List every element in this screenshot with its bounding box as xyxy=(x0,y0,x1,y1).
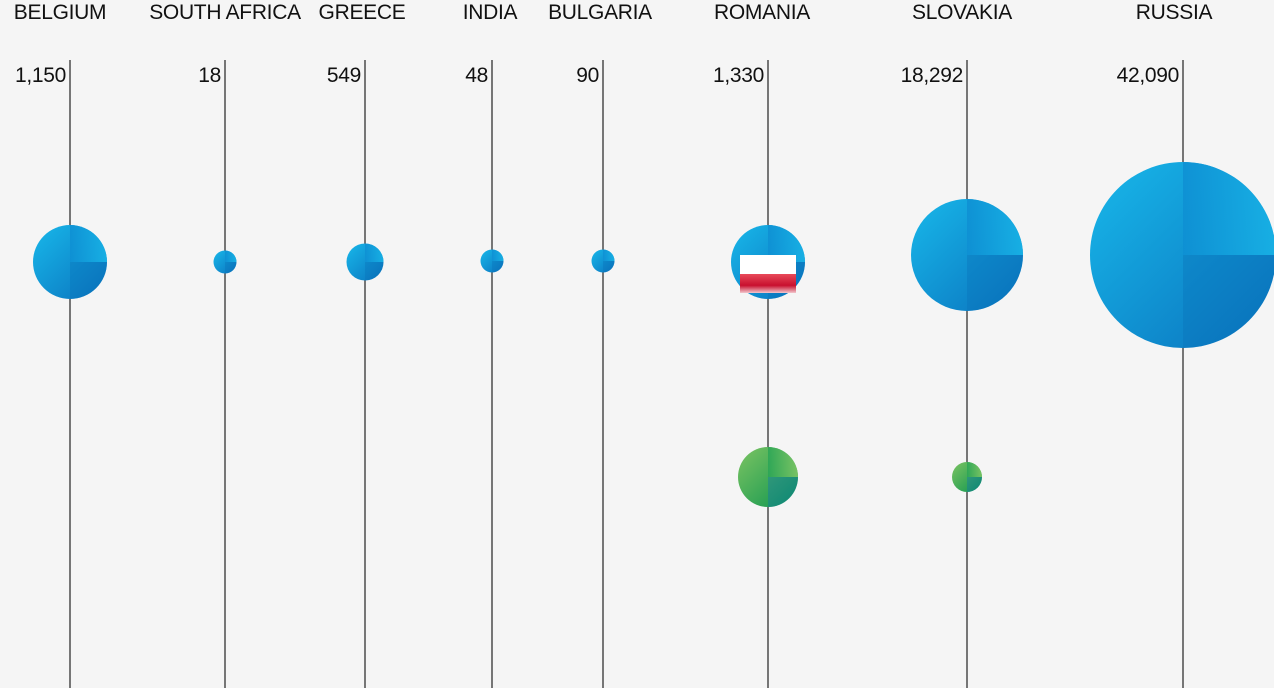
blue-bubble xyxy=(213,250,237,274)
country-name-label: SOUTH AFRICA xyxy=(149,1,301,24)
country-value-label: 1,150 xyxy=(15,64,66,87)
flag-white-band xyxy=(740,255,796,274)
country-value-label: 18,292 xyxy=(901,64,963,87)
flag-red-band xyxy=(740,274,796,293)
blue-bubble xyxy=(480,249,504,273)
country-name-label: INDIA xyxy=(463,1,518,24)
country-name-label: BELGIUM xyxy=(14,1,106,24)
country-name-label: GREECE xyxy=(319,1,406,24)
country-name-label: BULGARIA xyxy=(548,1,652,24)
blue-bubble xyxy=(346,243,384,281)
country-name-label: RUSSIA xyxy=(1136,1,1213,24)
country-value-label: 18 xyxy=(198,64,221,87)
blue-bubble xyxy=(731,225,805,299)
blue-bubble xyxy=(1090,162,1274,348)
blue-bubble xyxy=(591,249,615,273)
country-name-label: ROMANIA xyxy=(714,1,810,24)
country-value-label: 1,330 xyxy=(713,64,764,87)
country-value-label: 90 xyxy=(576,64,599,87)
blue-bubble xyxy=(33,225,107,299)
country-value-label: 42,090 xyxy=(1117,64,1179,87)
blue-bubble xyxy=(911,199,1023,311)
green-bubble xyxy=(952,462,982,492)
country-value-label: 48 xyxy=(465,64,488,87)
country-value-label: 549 xyxy=(327,64,361,87)
country-name-label: SLOVAKIA xyxy=(912,1,1012,24)
green-bubble xyxy=(738,447,798,507)
